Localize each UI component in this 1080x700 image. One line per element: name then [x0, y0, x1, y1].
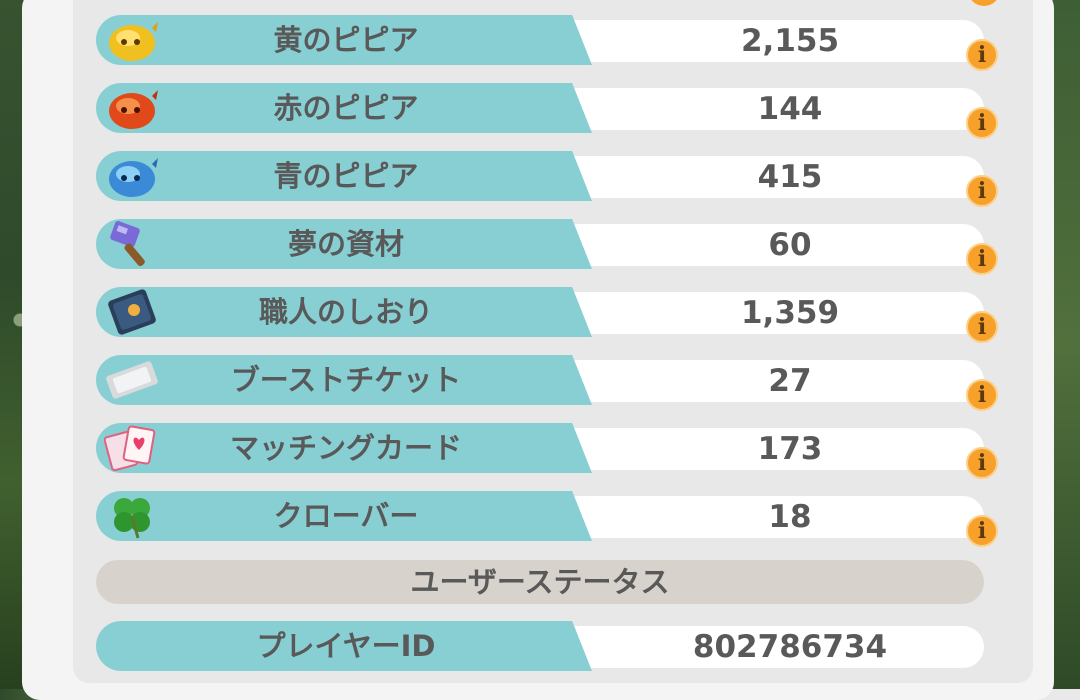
info-button[interactable]: i	[966, 447, 998, 479]
background-right	[1050, 0, 1080, 689]
item-label: 赤のピピア	[273, 91, 419, 125]
blue-pipia-icon	[109, 158, 158, 197]
item-count: 144	[757, 91, 823, 127]
red-pipia-icon	[109, 90, 158, 129]
info-button[interactable]: i	[966, 107, 998, 139]
info-icon: i	[977, 314, 987, 340]
player-id-row: プレイヤーID 802786734	[96, 621, 984, 673]
info-icon: i	[977, 246, 987, 272]
hammer-icon	[110, 221, 145, 267]
info-button[interactable]: i	[966, 175, 998, 207]
item-label: 夢の資材	[287, 227, 404, 261]
info-icon: i	[977, 42, 987, 68]
item-count: 18	[768, 499, 812, 535]
item-row-yellow-pipia: 黄のピピア 2,155 i	[96, 15, 998, 71]
item-label: ブーストチケット	[230, 363, 462, 397]
info-icon: i	[977, 382, 987, 408]
item-label: 職人のしおり	[258, 295, 433, 329]
item-count: 415	[757, 159, 823, 195]
player-id-label: プレイヤーID	[256, 629, 436, 663]
item-row-red-pipia: 赤のピピア 144 i	[96, 83, 998, 139]
item-row-craftsman-bookmark: 職人のしおり 1,359 i	[96, 287, 998, 343]
item-count: 2,155	[740, 23, 840, 59]
ticket-icon	[106, 361, 158, 399]
info-icon: i	[977, 450, 987, 476]
item-row-blue-pipia: 青のピピア 415 i	[96, 151, 998, 207]
item-count: 1,359	[740, 295, 840, 331]
item-row-clover: クローバー 18 i	[96, 491, 998, 547]
info-icon: i	[977, 110, 987, 136]
player-id-value: 802786734	[692, 629, 888, 665]
item-label: クローバー	[273, 499, 419, 533]
item-row-matching-card: マッチングカード 173 i	[96, 423, 998, 479]
item-count: 27	[768, 363, 812, 399]
item-label: マッチングカード	[229, 431, 462, 465]
info-icon: i	[977, 518, 987, 544]
clover-icon	[114, 498, 150, 539]
cards-icon	[104, 425, 156, 472]
yellow-pipia-icon	[109, 22, 158, 61]
info-button[interactable]: i	[966, 311, 998, 343]
item-row-boost-ticket: ブーストチケット 27 i	[96, 355, 998, 411]
info-button[interactable]: i	[966, 243, 998, 275]
section-header-user-status: ユーザーステータス	[96, 560, 984, 604]
item-count: 173	[757, 431, 823, 467]
info-button[interactable]: i	[966, 515, 998, 547]
item-count: 60	[768, 227, 812, 263]
item-row-dream-materials: 夢の資材 60 i	[96, 219, 998, 275]
item-label: 黄のピピア	[273, 23, 419, 57]
info-button-partial[interactable]	[968, 0, 1000, 6]
info-icon: i	[977, 178, 987, 204]
item-label: 青のピピア	[273, 159, 419, 193]
info-button[interactable]: i	[966, 379, 998, 411]
book-icon	[108, 289, 156, 335]
info-button[interactable]: i	[966, 39, 998, 71]
